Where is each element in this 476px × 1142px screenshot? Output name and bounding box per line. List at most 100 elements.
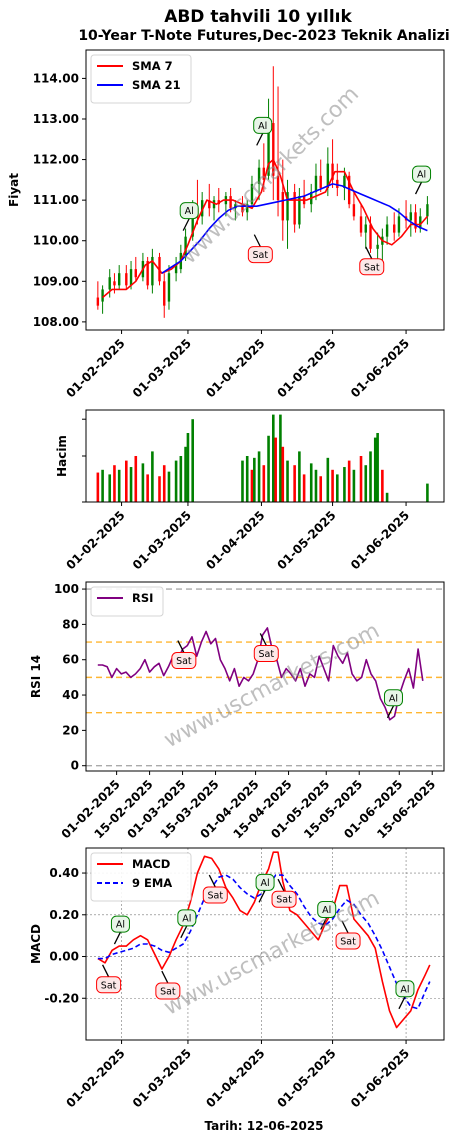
annotation-arrow bbox=[341, 920, 349, 934]
buy-signal-annotation: Al bbox=[179, 202, 199, 231]
macd-panel: Sat Al Sat Al Sat Al Sat Al Sat Al -0.20 0.00 0.20 0.… bbox=[29, 847, 445, 1110]
volume-bar bbox=[352, 469, 356, 502]
annotation-label: Sat bbox=[207, 891, 223, 902]
y-tick-label: 20 bbox=[62, 723, 79, 737]
volume-bar bbox=[381, 469, 384, 502]
volume-bar bbox=[359, 456, 363, 502]
volume-bar bbox=[179, 456, 183, 502]
volume-bar bbox=[167, 471, 171, 502]
date-footer: Tarih: 12-06-2025 bbox=[204, 1119, 323, 1133]
annotation-label: Sat bbox=[259, 649, 275, 660]
y-axis-label: MACD bbox=[29, 924, 43, 964]
candle-body bbox=[343, 175, 346, 188]
sell-signal-annotation: Sat bbox=[271, 878, 297, 908]
buy-signal-annotation: Al bbox=[317, 900, 337, 930]
y-tick-label: -0.20 bbox=[44, 991, 79, 1005]
buy-signal-annotation: Al bbox=[383, 689, 403, 719]
y-tick-label: 112.00 bbox=[33, 153, 79, 167]
annotation-label: Sat bbox=[176, 656, 192, 667]
volume-bar bbox=[108, 474, 112, 502]
price-panel: Al Al Sat Sat Al 108.00 109.00 110.00 111.00 112.… bbox=[7, 49, 445, 400]
annotation-label: Al bbox=[116, 920, 125, 931]
volume-bar bbox=[279, 414, 282, 502]
volume-bar bbox=[331, 469, 334, 502]
buy-signal-annotation: Al bbox=[395, 980, 415, 1010]
candle-body bbox=[146, 261, 149, 286]
candle-body bbox=[163, 281, 166, 306]
annotation-arrow bbox=[277, 878, 285, 892]
candle-body bbox=[426, 204, 429, 217]
rsi-frame bbox=[85, 581, 445, 772]
candle-body bbox=[326, 163, 330, 188]
annotation-box bbox=[155, 982, 181, 1000]
annotation-arrow bbox=[180, 925, 188, 939]
annotation-arrow bbox=[256, 133, 264, 146]
buy-signal-annotation: Al bbox=[253, 116, 273, 146]
volume-bar bbox=[101, 469, 104, 502]
annotation-arrow bbox=[208, 874, 216, 888]
candle-body bbox=[246, 204, 249, 213]
volume-bar bbox=[186, 433, 190, 502]
annotation-box bbox=[110, 915, 130, 933]
volume-bar bbox=[376, 433, 379, 502]
legend-label: MACD bbox=[132, 857, 170, 871]
legend-box bbox=[90, 586, 164, 617]
annotation-box bbox=[395, 980, 415, 998]
candle-body bbox=[298, 196, 301, 225]
x-tick-label: 01-06-2025 bbox=[348, 1046, 412, 1110]
macd-frame bbox=[85, 847, 445, 1041]
volume-bar bbox=[274, 437, 277, 502]
annotation-box bbox=[247, 246, 273, 264]
y-axis-label: Hacim bbox=[55, 435, 69, 477]
candle-body bbox=[108, 277, 111, 290]
annotation-box bbox=[383, 689, 403, 707]
volume-bar bbox=[184, 446, 187, 502]
candle-body bbox=[200, 200, 204, 217]
candle-body bbox=[167, 273, 171, 302]
candle-body bbox=[331, 163, 334, 180]
candle-body bbox=[129, 269, 133, 286]
candle-body bbox=[125, 273, 128, 286]
volume-bar bbox=[241, 460, 244, 502]
annotation-box bbox=[177, 909, 197, 927]
x-tick-label: 01-05-2025 bbox=[275, 508, 339, 572]
annotation-arrow bbox=[414, 181, 423, 195]
sell-signal-annotation: Sat bbox=[96, 964, 122, 994]
volume-panel: 01-02-2025 01-03-2025 01-04-2025 01-05-2025… bbox=[55, 409, 445, 572]
x-tick-label: 01-06-2025 bbox=[348, 508, 412, 572]
annotation-box bbox=[253, 116, 273, 134]
y-axis-label: Fiyat bbox=[7, 173, 21, 207]
y-tick-label: 0 bbox=[71, 759, 79, 773]
candle-body bbox=[286, 192, 289, 221]
candle-body bbox=[281, 192, 284, 221]
candle-body bbox=[376, 244, 379, 249]
annotation-arrow bbox=[253, 234, 261, 247]
volume-bar bbox=[257, 451, 261, 502]
annotation-label: Al bbox=[417, 170, 426, 181]
volume-bar bbox=[426, 483, 429, 502]
candle-body bbox=[184, 236, 187, 257]
volume-bar bbox=[151, 451, 154, 502]
volume-bar bbox=[309, 463, 313, 502]
x-tick-label: 01-02-2025 bbox=[64, 508, 128, 572]
annotation-box bbox=[179, 202, 199, 220]
series-line-sma-21 bbox=[161, 183, 428, 274]
candle-body bbox=[113, 281, 116, 286]
annotation-box bbox=[335, 932, 361, 950]
candle-body bbox=[241, 204, 244, 213]
sell-signal-annotation: Sat bbox=[335, 920, 361, 950]
volume-bar bbox=[125, 460, 128, 502]
y-tick-label: 0.00 bbox=[49, 950, 79, 964]
watermark-text: www.uscmarkets.com bbox=[160, 886, 384, 1021]
sell-signal-annotation: Sat bbox=[247, 234, 273, 264]
watermark-text: www.uscmarkets.com bbox=[177, 82, 364, 269]
x-tick-label: 01-03-2025 bbox=[130, 1046, 194, 1110]
y-tick-label: 80 bbox=[62, 617, 79, 631]
buy-signal-annotation: Al bbox=[177, 909, 197, 939]
annotation-arrow bbox=[182, 218, 190, 231]
sell-signal-annotation: Sat bbox=[171, 640, 197, 670]
y-tick-label: 109.00 bbox=[33, 274, 79, 288]
volume-bar bbox=[385, 492, 389, 502]
annotation-label: Sat bbox=[276, 895, 292, 906]
candle-body bbox=[272, 123, 275, 176]
